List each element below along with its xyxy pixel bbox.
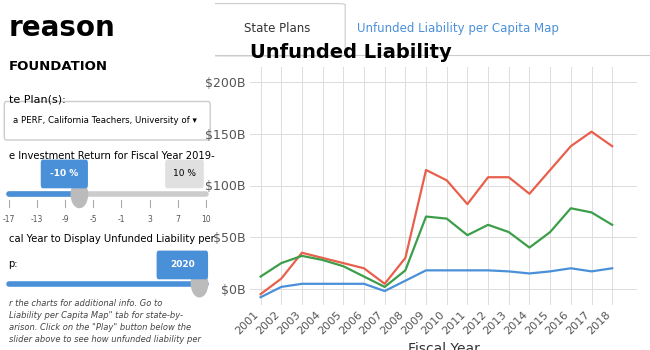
- Text: -17: -17: [3, 215, 15, 224]
- FancyBboxPatch shape: [210, 4, 345, 56]
- Text: State Plans: State Plans: [244, 22, 311, 35]
- Text: -9: -9: [61, 215, 69, 224]
- Text: 2020: 2020: [170, 260, 195, 270]
- Text: -1: -1: [118, 215, 125, 224]
- Text: reason: reason: [8, 14, 115, 42]
- Text: 3: 3: [147, 215, 152, 224]
- Text: r the charts for additional info. Go to
Liability per Capita Map" tab for state-: r the charts for additional info. Go to …: [8, 299, 201, 344]
- Text: FOUNDATION: FOUNDATION: [8, 60, 108, 72]
- Text: a PERF, California Teachers, University of ▾: a PERF, California Teachers, University …: [13, 116, 197, 125]
- Text: te Plan(s):: te Plan(s):: [8, 94, 66, 105]
- Text: 10: 10: [201, 215, 211, 224]
- Text: Unfunded Liability per Capita Map: Unfunded Liability per Capita Map: [358, 22, 559, 35]
- Circle shape: [191, 270, 207, 297]
- Circle shape: [72, 181, 88, 208]
- Text: e Investment Return for Fiscal Year 2019-: e Investment Return for Fiscal Year 2019…: [8, 150, 214, 161]
- Text: 10 %: 10 %: [173, 169, 196, 178]
- FancyBboxPatch shape: [5, 102, 210, 140]
- Text: cal Year to Display Unfunded Liability per: cal Year to Display Unfunded Liability p…: [8, 234, 214, 245]
- Text: p:: p:: [8, 259, 18, 269]
- Text: -10 %: -10 %: [50, 169, 79, 178]
- FancyBboxPatch shape: [41, 160, 88, 188]
- Text: -13: -13: [31, 215, 43, 224]
- FancyBboxPatch shape: [165, 160, 203, 188]
- Text: 7: 7: [176, 215, 180, 224]
- Text: Unfunded Liability: Unfunded Liability: [250, 43, 452, 62]
- X-axis label: Fiscal Year: Fiscal Year: [408, 342, 480, 350]
- FancyBboxPatch shape: [157, 251, 208, 279]
- Text: -5: -5: [89, 215, 97, 224]
